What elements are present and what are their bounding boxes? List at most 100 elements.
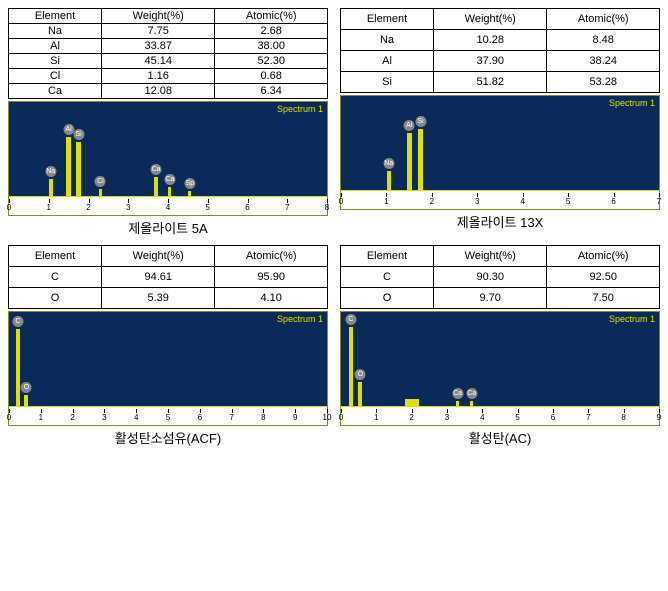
panel-0: ElementWeight(%)Atomic(%)Na7.752.68Al33.… (8, 8, 328, 237)
xtick: 4 (166, 203, 170, 212)
table-header: Atomic(%) (547, 9, 660, 30)
xtick: 6 (198, 413, 202, 422)
panel-caption: 활성탄소섬유(ACF) (8, 428, 328, 447)
panel-2: ElementWeight(%)Atomic(%)C94.6195.90O5.3… (8, 245, 328, 447)
table-cell: 52.30 (215, 54, 328, 69)
peaks-area: COCaCa (341, 327, 659, 407)
xtick: 8 (261, 413, 265, 422)
xtick: 4 (134, 413, 138, 422)
xtick: 2 (86, 203, 90, 212)
spectrum-plot: Spectrum 1COCaCa0123456789 (340, 311, 660, 426)
table-cell: 0.68 (215, 69, 328, 84)
peaks-area: NaAlSiClCaCaSp (9, 117, 327, 197)
peak-label: Sp (184, 178, 195, 189)
xtick: 7 (285, 203, 289, 212)
xtick: 2 (70, 413, 74, 422)
table-cell: Na (341, 30, 434, 51)
peak-label: Ca (466, 388, 477, 399)
xtick: 1 (39, 413, 43, 422)
xtick: 1 (374, 413, 378, 422)
table-cell: 4.10 (215, 288, 328, 309)
table-cell: O (341, 288, 434, 309)
table-cell: 2.68 (215, 24, 328, 39)
spectrum-plot: Spectrum 1NaAlSiClCaCaSp012345678 (8, 101, 328, 216)
table-header: Element (341, 9, 434, 30)
xtick: 3 (126, 203, 130, 212)
table-header: Weight(%) (434, 246, 547, 267)
table-row: O9.707.50 (341, 288, 660, 309)
table-cell: 90.30 (434, 267, 547, 288)
table-row: Cl1.160.68 (9, 69, 328, 84)
table-cell: 8.48 (547, 30, 660, 51)
table-cell: Ca (9, 84, 102, 99)
element-table: ElementWeight(%)Atomic(%)C94.6195.90O5.3… (8, 245, 328, 309)
element-table: ElementWeight(%)Atomic(%)C90.3092.50O9.7… (340, 245, 660, 309)
peak (16, 329, 20, 407)
xtick: 1 (384, 197, 388, 206)
peak-label: Ca (452, 388, 463, 399)
xtick: 0 (7, 203, 11, 212)
xaxis: 01234567 (341, 191, 659, 209)
table-header: Atomic(%) (215, 246, 328, 267)
table-header: Atomic(%) (215, 9, 328, 24)
peak-label: Na (45, 166, 56, 177)
xtick: 6 (551, 413, 555, 422)
table-row: Ca12.086.34 (9, 84, 328, 99)
xtick: 6 (611, 197, 615, 206)
peak (418, 129, 423, 191)
table-cell: 7.50 (547, 288, 660, 309)
xtick: 7 (657, 197, 661, 206)
xtick: 0 (339, 413, 343, 422)
peak (407, 133, 412, 191)
spectrum-label: Spectrum 1 (609, 314, 655, 324)
table-cell: 5.39 (102, 288, 215, 309)
table-cell: 38.00 (215, 39, 328, 54)
spectrum-plot: Spectrum 1NaAlSi01234567 (340, 95, 660, 210)
spectrum-plot: Spectrum 1CO012345678910 (8, 311, 328, 426)
table-header: Weight(%) (434, 9, 547, 30)
table-cell: C (341, 267, 434, 288)
xtick: 2 (409, 413, 413, 422)
xtick: 7 (586, 413, 590, 422)
xtick: 10 (323, 413, 332, 422)
table-cell: 9.70 (434, 288, 547, 309)
table-cell: 37.90 (434, 51, 547, 72)
panel-3: ElementWeight(%)Atomic(%)C90.3092.50O9.7… (340, 245, 660, 447)
xtick: 2 (430, 197, 434, 206)
table-cell: 95.90 (215, 267, 328, 288)
xtick: 9 (657, 413, 661, 422)
table-row: C90.3092.50 (341, 267, 660, 288)
xtick: 9 (293, 413, 297, 422)
peak-label: Ca (151, 164, 162, 175)
table-cell: Cl (9, 69, 102, 84)
peaks-area: NaAlSi (341, 111, 659, 191)
peak-label: Si (73, 129, 84, 140)
xtick: 3 (475, 197, 479, 206)
table-header: Element (341, 246, 434, 267)
panel-caption: 제올라이트 5A (8, 218, 328, 237)
xtick: 7 (229, 413, 233, 422)
table-row: O5.394.10 (9, 288, 328, 309)
table-row: C94.6195.90 (9, 267, 328, 288)
xtick: 5 (515, 413, 519, 422)
table-cell: 51.82 (434, 72, 547, 93)
peak (168, 187, 171, 197)
xaxis: 012345678910 (9, 407, 327, 425)
table-cell: Al (9, 39, 102, 54)
xtick: 5 (166, 413, 170, 422)
xtick: 3 (445, 413, 449, 422)
xaxis: 0123456789 (341, 407, 659, 425)
table-cell: 7.75 (102, 24, 215, 39)
table-cell: 12.08 (102, 84, 215, 99)
table-cell: 38.24 (547, 51, 660, 72)
table-cell: Na (9, 24, 102, 39)
element-table: ElementWeight(%)Atomic(%)Na7.752.68Al33.… (8, 8, 328, 99)
peak-label: Si (415, 116, 426, 127)
table-header: Element (9, 246, 102, 267)
table-header: Weight(%) (102, 246, 215, 267)
peak-label: Ca (164, 174, 175, 185)
xtick: 0 (7, 413, 11, 422)
spectrum-label: Spectrum 1 (277, 104, 323, 114)
table-row: Al33.8738.00 (9, 39, 328, 54)
table-cell: 1.16 (102, 69, 215, 84)
